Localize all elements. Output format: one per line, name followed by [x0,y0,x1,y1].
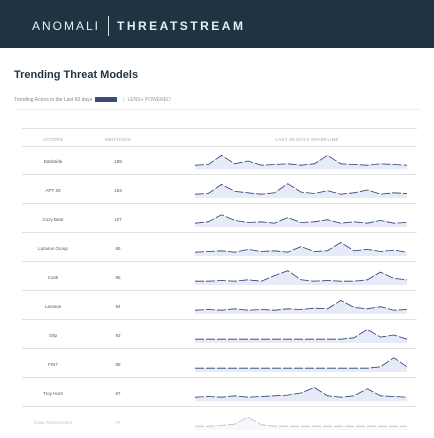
table-header-rule [22,146,417,147]
sparkline-area [195,329,407,343]
sparkline-line [195,357,407,369]
mention-count: 95 [115,275,121,280]
sparkline-chart [195,299,407,314]
mention-count: 189 [114,159,122,164]
table-top-rule [22,128,417,129]
mention-count: 107 [114,217,122,222]
sparkline-line [195,270,407,282]
mention-count: 95 [115,246,121,251]
sparkline-chart [195,270,407,285]
mention-count: 87 [115,391,121,396]
row-divider [22,319,417,320]
actor-name-link[interactable]: Lazarus [44,304,61,309]
actor-name-link[interactable]: APT 29 [45,188,61,193]
row-divider [22,406,417,407]
actor-name-link[interactable]: FIN7 [48,362,58,367]
brand-separator [108,16,110,36]
row-divider [22,348,417,349]
mention-count: 94 [115,304,121,309]
sparkline-area [195,214,407,227]
sparkline-line [195,299,407,311]
sparkline-line [195,416,407,427]
sparkline-line [195,154,407,166]
mention-count: 154 [114,188,122,193]
sparkline-area [195,242,407,256]
sparkline-line [195,183,407,195]
page-title: Trending Threat Models [14,69,139,81]
mention-count: 79 [115,420,121,425]
sparkline-chart [195,241,407,256]
actor-name-link[interactable]: Cozy Bear [42,217,64,222]
brand-name: ANOMALI [32,19,101,33]
actor-name-link[interactable]: Troy Hunt [43,391,63,396]
actor-name-link[interactable]: Olip [48,333,57,338]
row-divider [22,203,417,204]
row-divider [22,290,417,291]
sparkline-area [195,300,407,314]
column-header-sparkline: LAST 60 DAYS SPARKLINE [275,137,339,142]
subtitle-divider: | [123,97,125,103]
sparkline-line [195,328,407,340]
mention-count: 88 [115,362,121,367]
sparkline-line [195,241,407,253]
row-divider [22,174,417,175]
row-divider [22,377,417,378]
product-name: THREATSTREAM [117,19,246,33]
sparkline-area [195,155,407,169]
sparkline-area [195,417,407,430]
actor-name-link[interactable]: DarkSide [43,159,63,164]
sparkline-line [195,214,407,224]
widget-subtitle: Trending Actors in the Last 60 days | LENS… [14,97,171,103]
actor-name-link[interactable]: Conti [47,275,59,280]
row-divider [22,232,417,233]
actor-name-link[interactable]: Cuba Ransomware [33,420,73,425]
subtitle-text: Trending Actors in the Last 60 days [14,97,93,103]
sparkline-chart [195,357,407,372]
sparkline-chart [195,416,407,430]
sparkline-area [195,183,407,198]
column-header-mentions: MENTIONS [104,137,132,142]
sparkline-chart [195,154,407,169]
sparkline-area [195,270,407,285]
sparkline-chart [195,183,407,198]
top-nav-bar: ANOMALI THREATSTREAM [0,0,434,48]
sparkline-area [195,387,407,401]
sparkline-line [195,386,407,398]
brand-logo[interactable]: ANOMALI THREATSTREAM [32,16,245,36]
actor-name-link[interactable]: Lazarus Group [38,246,68,251]
mention-count: 93 [115,333,121,338]
sparkline-area [195,357,407,372]
column-header-actors: ACTORS [42,137,64,142]
row-divider [22,261,417,262]
sparkline-chart [195,386,407,401]
section-divider [14,109,420,110]
sparkline-chart [195,214,407,227]
legend-swatch [95,97,118,102]
lens-powered-badge: LENS+ POWERED [127,97,171,103]
sparkline-chart [195,328,407,343]
